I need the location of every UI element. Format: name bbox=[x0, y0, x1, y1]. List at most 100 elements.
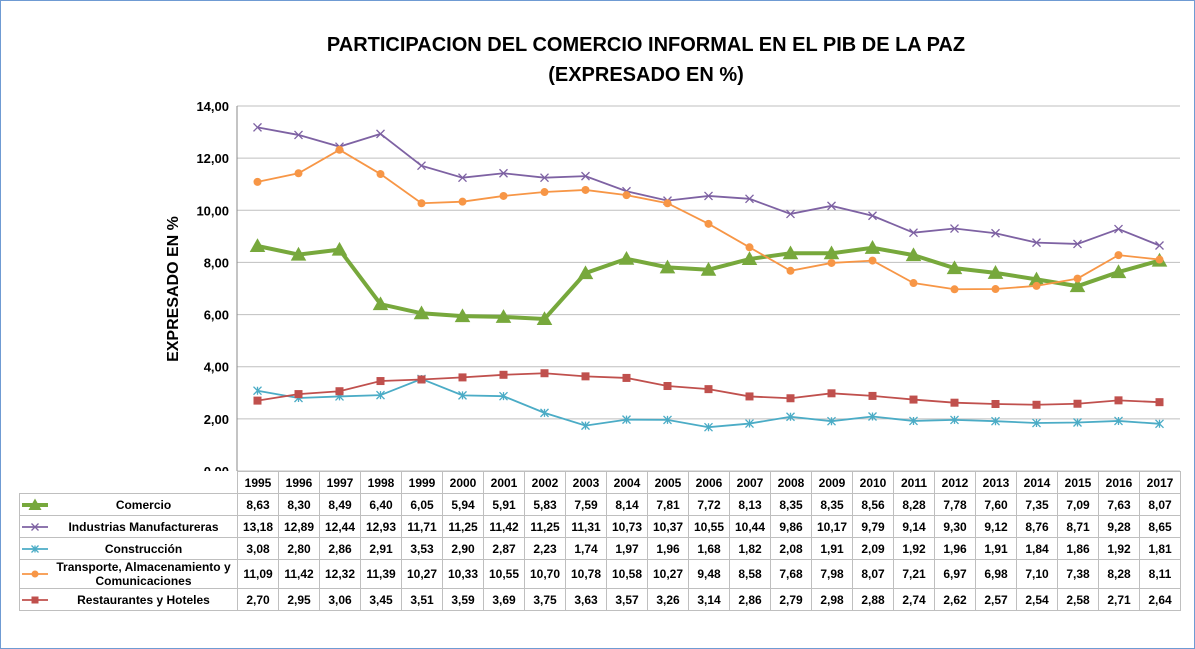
marker bbox=[458, 390, 467, 400]
table-value: 6,98 bbox=[975, 559, 1017, 589]
table-value: 8,35 bbox=[770, 493, 812, 516]
marker bbox=[1032, 418, 1041, 428]
year-label: 2017 bbox=[1139, 471, 1181, 494]
table-value: 1,92 bbox=[1098, 537, 1140, 560]
table-value: 1,91 bbox=[975, 537, 1017, 560]
marker bbox=[294, 169, 303, 178]
marker bbox=[1028, 271, 1045, 286]
marker bbox=[704, 422, 713, 432]
table-value: 13,18 bbox=[237, 515, 279, 538]
table-value: 11,25 bbox=[442, 515, 484, 538]
table-value: 2,23 bbox=[524, 537, 566, 560]
marker bbox=[991, 228, 1000, 238]
table-value: 2,86 bbox=[729, 588, 771, 611]
marker bbox=[663, 382, 672, 391]
table-value: 3,53 bbox=[401, 537, 443, 560]
y-tick-label: 4,00 bbox=[204, 360, 229, 375]
table-value: 10,70 bbox=[524, 559, 566, 589]
y-tick-label: 0,00 bbox=[204, 464, 229, 471]
marker bbox=[249, 238, 266, 253]
table-value: 1,96 bbox=[647, 537, 689, 560]
marker bbox=[745, 392, 754, 401]
legend-item: Industrias Manufactureras bbox=[21, 520, 237, 534]
table-value: 12,44 bbox=[319, 515, 361, 538]
table-value: 9,28 bbox=[1098, 515, 1140, 538]
table-value: 1,68 bbox=[688, 537, 730, 560]
table-value: 3,57 bbox=[606, 588, 648, 611]
table-value: 11,71 bbox=[401, 515, 443, 538]
table-value: 7,60 bbox=[975, 493, 1017, 516]
table-value: 2,70 bbox=[237, 588, 279, 611]
table-value: 6,05 bbox=[401, 493, 443, 516]
marker bbox=[499, 168, 508, 178]
marker bbox=[868, 211, 877, 221]
marker bbox=[253, 177, 262, 186]
marker bbox=[700, 261, 717, 276]
table-value: 7,72 bbox=[688, 493, 730, 516]
table-value: 3,14 bbox=[688, 588, 730, 611]
table-value: 9,48 bbox=[688, 559, 730, 589]
table-value: 5,83 bbox=[524, 493, 566, 516]
marker bbox=[417, 161, 426, 171]
table-value: 10,27 bbox=[401, 559, 443, 589]
y-tick-label: 2,00 bbox=[204, 412, 229, 427]
marker bbox=[659, 259, 676, 274]
chart-subtitle: (EXPRESADO EN %) bbox=[548, 64, 744, 86]
table-value: 10,58 bbox=[606, 559, 648, 589]
table-value: 10,33 bbox=[442, 559, 484, 589]
table-value: 11,42 bbox=[483, 515, 525, 538]
legend-entry: Restaurantes y Hoteles bbox=[19, 588, 238, 611]
marker bbox=[905, 247, 922, 262]
table-value: 7,10 bbox=[1016, 559, 1058, 589]
marker bbox=[1155, 419, 1164, 429]
legend-swatch bbox=[22, 596, 48, 603]
marker bbox=[786, 209, 795, 219]
table-value: 3,63 bbox=[565, 588, 607, 611]
marker bbox=[864, 240, 881, 254]
year-label: 2005 bbox=[647, 471, 689, 494]
legend-entry: Industrias Manufactureras bbox=[19, 515, 238, 538]
marker bbox=[1114, 251, 1123, 260]
table-value: 7,68 bbox=[770, 559, 812, 589]
legend-item: Construcción bbox=[21, 541, 237, 556]
marker bbox=[827, 258, 836, 267]
y-axis-label: EXPRESADO EN % bbox=[165, 216, 182, 362]
marker bbox=[581, 421, 590, 431]
table-value: 12,93 bbox=[360, 515, 402, 538]
marker bbox=[745, 243, 754, 252]
marker bbox=[991, 399, 1000, 408]
marker bbox=[499, 370, 508, 379]
marker bbox=[294, 130, 303, 140]
table-value: 3,51 bbox=[401, 588, 443, 611]
table-corner bbox=[20, 472, 238, 494]
year-label: 2013 bbox=[975, 471, 1017, 494]
marker bbox=[376, 377, 385, 386]
marker bbox=[335, 387, 344, 396]
marker bbox=[458, 373, 467, 382]
table-value: 8,71 bbox=[1057, 515, 1099, 538]
marker bbox=[1032, 400, 1041, 409]
marker bbox=[909, 279, 918, 288]
marker bbox=[741, 251, 758, 266]
marker bbox=[581, 171, 590, 181]
marker bbox=[417, 375, 426, 384]
table-value: 9,86 bbox=[770, 515, 812, 538]
table-value: 8,14 bbox=[606, 493, 648, 516]
table-value: 11,39 bbox=[360, 559, 402, 589]
marker bbox=[909, 395, 918, 404]
marker bbox=[1155, 241, 1164, 250]
table-value: 2,86 bbox=[319, 537, 361, 560]
table-value: 8,35 bbox=[811, 493, 853, 516]
marker bbox=[1110, 264, 1127, 279]
table-value: 8,63 bbox=[237, 493, 279, 516]
legend-marker bbox=[31, 570, 39, 578]
table-value: 8,11 bbox=[1139, 559, 1181, 589]
table-value: 6,40 bbox=[360, 493, 402, 516]
marker bbox=[1114, 416, 1123, 426]
table-value: 10,55 bbox=[688, 515, 730, 538]
marker bbox=[331, 241, 348, 256]
table-value: 7,81 bbox=[647, 493, 689, 516]
legend-label: Construcción bbox=[104, 541, 183, 556]
legend-item: Comercio bbox=[21, 498, 237, 512]
